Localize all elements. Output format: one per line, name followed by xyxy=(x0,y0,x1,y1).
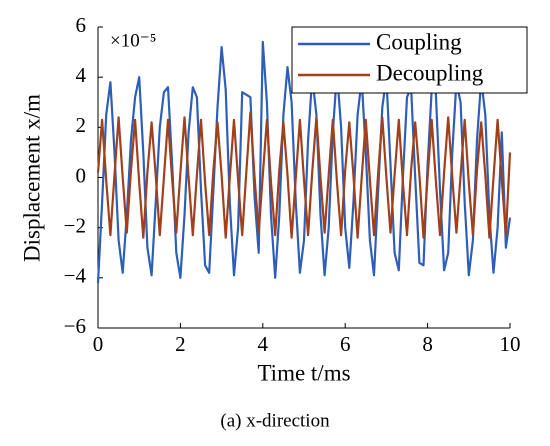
legend-label: Coupling xyxy=(376,29,462,54)
x-tick-label: 4 xyxy=(258,332,269,356)
legend-box xyxy=(291,26,528,94)
y-tick-label: −4 xyxy=(64,264,87,288)
x-tick-label: 0 xyxy=(93,332,104,356)
x-tick-label: 6 xyxy=(340,332,351,356)
x-axis-label: Time t/ms xyxy=(257,360,350,385)
y-tick-label: 4 xyxy=(76,63,87,87)
multiplier: ×10⁻⁵ xyxy=(110,30,156,51)
y-axis-label: Displacement x/m xyxy=(19,94,44,262)
y-tick-label: −2 xyxy=(64,213,86,237)
y-tick-label: 0 xyxy=(76,163,87,187)
data-line xyxy=(96,111,512,239)
x-tick-label: 2 xyxy=(175,332,186,356)
y-tick-label: −6 xyxy=(64,314,86,338)
y-tick-label: 2 xyxy=(76,113,87,137)
y-tick-label: 6 xyxy=(76,13,87,37)
x-tick-label: 8 xyxy=(422,332,433,356)
x-tick-label: 10 xyxy=(500,332,521,356)
legend-label: Decoupling xyxy=(376,60,484,85)
caption: (a) x-direction xyxy=(220,410,330,431)
